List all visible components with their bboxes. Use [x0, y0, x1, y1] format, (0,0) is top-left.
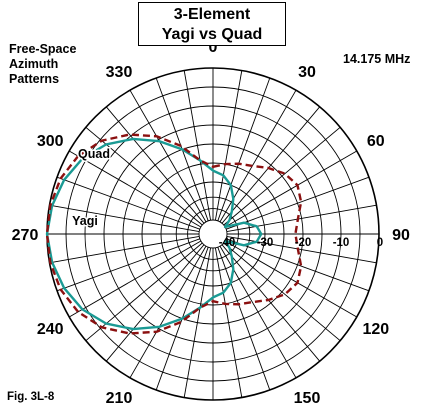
grid-spoke — [49, 235, 200, 264]
grid-spoke — [85, 126, 203, 226]
grid-spoke — [183, 70, 212, 221]
grid-spoke — [223, 242, 341, 342]
radial-label--40: -40 — [219, 237, 236, 249]
grid-spoke — [105, 244, 205, 362]
series-quad-curve — [45, 133, 303, 335]
radial-label--30: -30 — [257, 237, 274, 249]
grid-spoke — [85, 242, 203, 342]
angle-label-60: 60 — [367, 133, 385, 150]
grid-spoke — [217, 77, 271, 221]
grid-spoke — [223, 126, 341, 226]
angle-label-30: 30 — [298, 64, 316, 81]
grid-spoke — [68, 150, 202, 228]
chart-title-line-1: 3-Element — [173, 6, 251, 23]
grid-spoke — [226, 204, 377, 233]
grid-spoke — [224, 150, 358, 228]
angle-label-90: 90 — [392, 227, 410, 244]
chart-subtitle-line-3: Patterns — [9, 72, 60, 86]
angle-label-300: 300 — [37, 133, 64, 150]
series-layer — [45, 133, 303, 335]
angle-label-150: 150 — [294, 390, 321, 407]
chart-subtitle-line-2: Azimuth — [9, 57, 59, 71]
grid-spoke — [224, 240, 358, 318]
series-yagi-curve — [45, 137, 263, 331]
angle-label-120: 120 — [362, 321, 389, 338]
angle-label-330: 330 — [106, 64, 133, 81]
grid-spoke — [221, 106, 321, 224]
angle-label-0: 0 — [209, 39, 218, 56]
angle-label-240: 240 — [37, 321, 64, 338]
figure-label: Fig. 3L-8 — [7, 391, 55, 403]
grid-spoke — [56, 238, 200, 292]
angle-label-270: 270 — [12, 227, 39, 244]
grid-spoke — [226, 235, 377, 264]
grid-spoke — [129, 245, 207, 379]
grid-spoke — [49, 204, 200, 233]
grid-spoke — [221, 244, 321, 362]
radial-label--10: -10 — [333, 237, 350, 249]
grid-spoke — [226, 176, 370, 230]
chart-subtitle: Free-Space Azimuth Patterns — [9, 42, 76, 87]
angle-label-210: 210 — [106, 390, 133, 407]
series-label-yagi: Yagi — [72, 214, 98, 228]
grid-spoke — [105, 106, 205, 224]
grid-spoke — [217, 247, 271, 391]
chart-title-line-2: Yagi vs Quad — [161, 26, 263, 43]
grid-spoke — [56, 176, 200, 230]
label-layer: 0306090120150180210240270300330-40-30-20… — [12, 39, 410, 407]
grid-spoke — [214, 247, 243, 398]
grid-spoke — [183, 247, 212, 398]
chart-subtitle-line-1: Free-Space — [9, 42, 77, 56]
radial-label-0: 0 — [377, 237, 383, 249]
chart-title: 3-Element Yagi vs Quad — [138, 2, 286, 46]
polar-grid — [46, 67, 380, 401]
frequency-label: 14.175 MHz — [343, 52, 411, 66]
grid-spoke — [129, 89, 207, 223]
grid-spoke — [214, 70, 243, 221]
grid-spoke — [68, 240, 202, 318]
radial-label--20: -20 — [295, 237, 312, 249]
series-label-quad: Quad — [78, 147, 110, 161]
grid-spoke — [226, 238, 370, 292]
